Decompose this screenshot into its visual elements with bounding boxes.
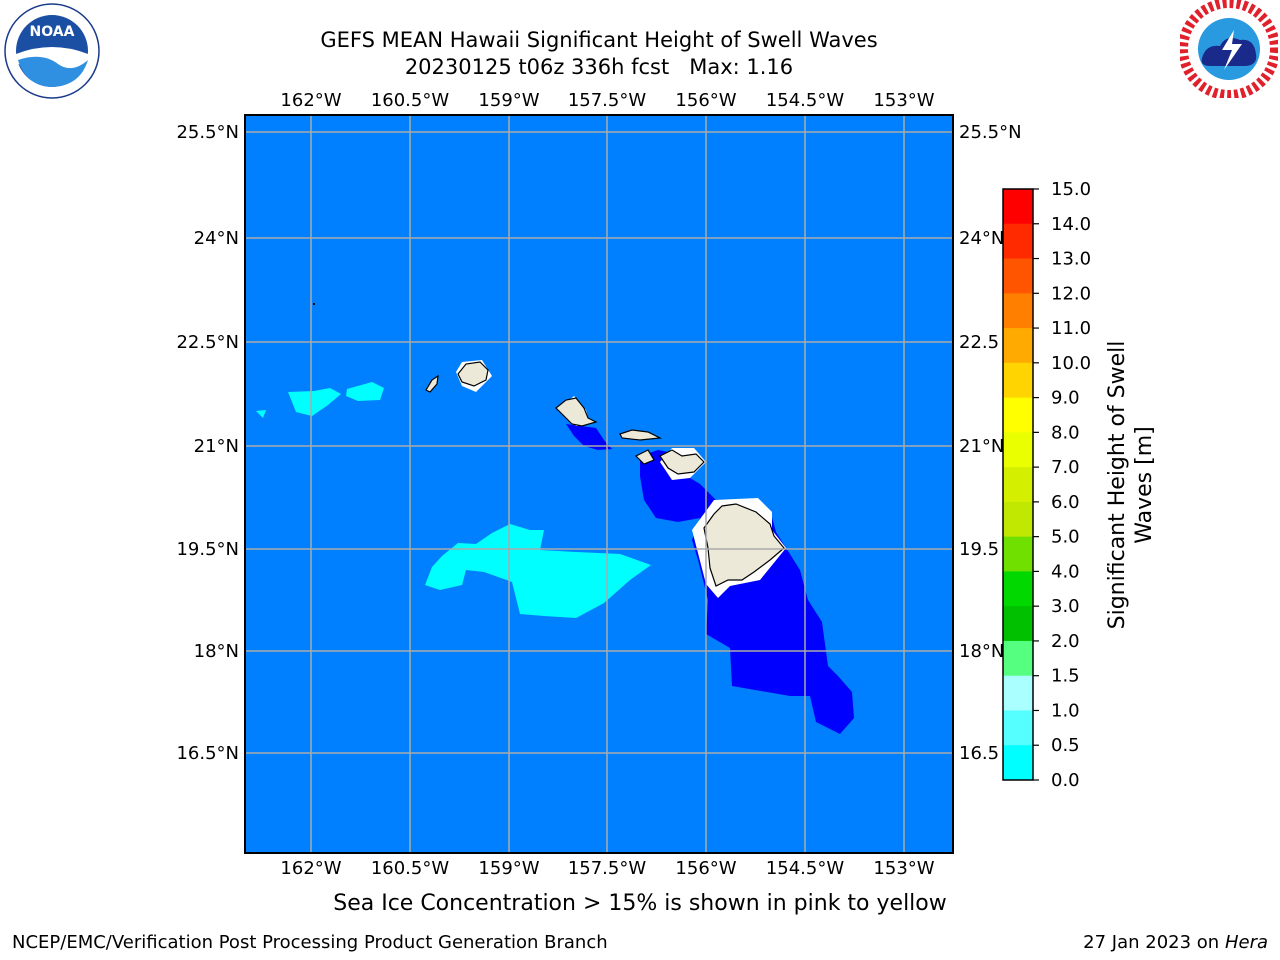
colorbar-tick-label: 14.0 (1051, 214, 1091, 235)
colorbar-tick-label: 9.0 (1051, 388, 1080, 409)
island-oahu (555, 397, 598, 427)
colorbar-tick-label: 12.0 (1051, 283, 1091, 304)
colorbar-tick-label: 3.0 (1051, 596, 1080, 617)
colorbar-segment (1003, 258, 1033, 294)
lat-label-right: 16.5 (959, 743, 999, 764)
lon-label-top: 159°W (478, 90, 539, 111)
colorbar-segment (1003, 606, 1033, 642)
colorbar-segment (1003, 710, 1033, 746)
ocean-area (245, 115, 953, 853)
colorbar-segment (1003, 571, 1033, 607)
lat-label-left: 24°N (194, 228, 239, 249)
island-lanai (634, 449, 655, 465)
lon-label-bottom: 159°W (478, 858, 539, 879)
lon-label-bottom: 157.5°W (568, 858, 647, 879)
island-hawaii (703, 503, 785, 587)
lat-label-left: 16.5°N (176, 743, 239, 764)
colorbar-segment (1003, 467, 1033, 503)
noaa-logo: NOAA (4, 3, 100, 99)
lon-label-top: 160.5°W (371, 90, 450, 111)
colorbar-segment (1003, 223, 1033, 260)
map-gridlines (245, 115, 953, 853)
noaa-logo-text: NOAA (30, 24, 75, 40)
chart-subtitle: 20230125 t06z 336h fcst Max: 1.16 (404, 55, 794, 79)
lon-label-bottom: 156°W (675, 858, 736, 879)
lat-label-left: 18°N (194, 641, 239, 662)
colorbar-tick-label: 4.0 (1051, 561, 1080, 582)
footer-timestamp: 27 Jan 2023 on Hera (1083, 932, 1268, 953)
footer-host: Hera (1224, 932, 1268, 953)
colorbar-tick-label: 5.0 (1051, 527, 1080, 548)
swell-region-blue-big-island (640, 450, 854, 734)
colorbar-tick-label: 8.0 (1051, 422, 1080, 443)
lon-label-bottom: 162°W (280, 858, 341, 879)
colorbar-label: Significant Height of Swell (1105, 341, 1130, 630)
island-maui (659, 449, 705, 475)
lon-label-top: 153°W (873, 90, 934, 111)
lat-label-left: 21°N (194, 436, 239, 457)
lat-label-right: 25.5°N (959, 122, 1022, 143)
lat-label-right: 18°N (959, 641, 1004, 662)
swell-region-cyan-west (288, 388, 341, 416)
colorbar-tick-label: 13.0 (1051, 249, 1091, 270)
map-frame (244, 114, 954, 854)
swell-region-cyan-south (425, 524, 651, 618)
lat-label-left: 25.5°N (176, 122, 239, 143)
swell-region-cyan-west-small (256, 410, 266, 418)
lon-label-bottom: 153°W (873, 858, 934, 879)
lon-label-top: 162°W (280, 90, 341, 111)
sea-ice-caption: Sea Ice Concentration > 15% is shown in … (333, 891, 947, 916)
islet-dot (313, 303, 315, 305)
colorbar-tick-label: 1.5 (1051, 666, 1080, 687)
island-niihau (425, 374, 439, 393)
national-weather-service-logo (1180, 0, 1278, 98)
lat-label-left: 19.5°N (176, 539, 239, 560)
colorbar-segment (1003, 328, 1033, 364)
colorbar-segment (1003, 189, 1033, 225)
lon-label-top: 156°W (675, 90, 736, 111)
colorbar: 15.0 14.0 13.0 12.0 11.0 10.0 9.0 8.0 7.0 6.0 5.0 4… (1002, 179, 1091, 791)
colorbar-tick-label: 11.0 (1051, 318, 1091, 339)
colorbar-segment (1003, 362, 1033, 399)
colorbar-segment (1003, 397, 1033, 433)
swell-region-blue-oahu (566, 424, 612, 450)
lon-label-top: 157.5°W (568, 90, 647, 111)
colorbar-tick-label: 2.0 (1051, 631, 1080, 652)
lon-label-top: 154.5°W (766, 90, 845, 111)
colorbar-tick-label: 15.0 (1051, 179, 1091, 200)
footer-date: 27 Jan 2023 on (1083, 932, 1225, 953)
colorbar-tick-label: 0.5 (1051, 735, 1080, 756)
lat-label-right: 22.5 (959, 332, 999, 353)
colorbar-tick-label: 7.0 (1051, 457, 1080, 478)
colorbar-tick-label: 10.0 (1051, 353, 1091, 374)
lon-label-bottom: 160.5°W (371, 858, 450, 879)
lat-label-left: 22.5°N (176, 332, 239, 353)
colorbar-tick-label: 1.0 (1051, 700, 1080, 721)
colorbar-frame (1002, 188, 1034, 781)
colorbar-tick-label: 6.0 (1051, 492, 1080, 513)
colorbar-segment (1003, 536, 1033, 572)
lat-label-right: 24°N (959, 228, 1004, 249)
chart-title: GEFS MEAN Hawaii Significant Height of S… (320, 28, 878, 52)
lon-label-bottom: 154.5°W (766, 858, 845, 879)
colorbar-segment (1003, 640, 1033, 677)
island-kauai (457, 361, 489, 387)
swell-region-cyan-west-2 (346, 382, 384, 401)
island-molokai (619, 429, 663, 441)
colorbar-segment (1003, 501, 1033, 538)
colorbar-tick-label: 0.0 (1051, 770, 1080, 791)
lat-label-right: 19.5 (959, 539, 999, 560)
colorbar-segment (1003, 432, 1033, 468)
colorbar-segment (1003, 745, 1033, 781)
footer-credit: NCEP/EMC/Verification Post Processing Pr… (12, 932, 608, 953)
lat-label-right: 21°N (959, 436, 1004, 457)
colorbar-label-units: Waves [m] (1132, 426, 1157, 543)
colorbar-segment (1003, 675, 1033, 711)
colorbar-segment (1003, 293, 1033, 329)
